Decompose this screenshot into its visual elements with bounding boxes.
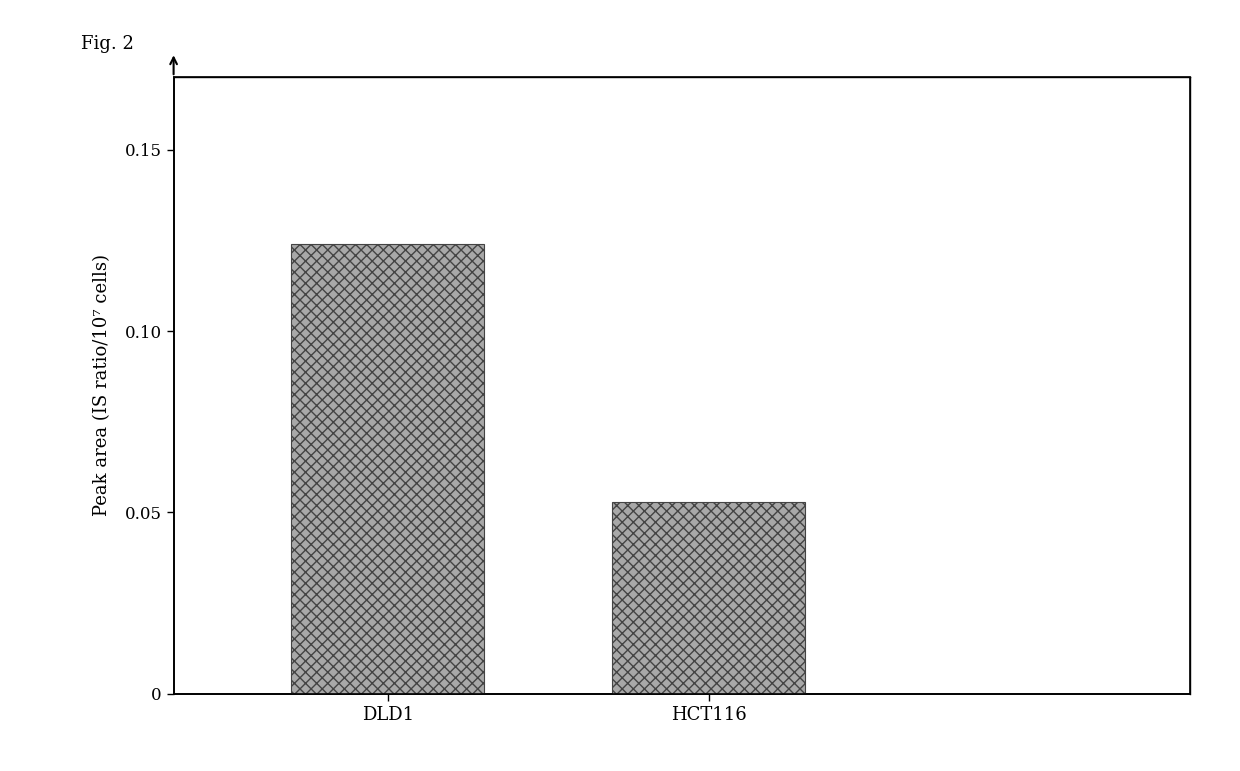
Y-axis label: Peak area (IS ratio/10⁷ cells): Peak area (IS ratio/10⁷ cells): [93, 254, 110, 517]
Bar: [613, 502, 805, 694]
Text: Fig. 2: Fig. 2: [81, 35, 134, 52]
Bar: [291, 244, 484, 694]
